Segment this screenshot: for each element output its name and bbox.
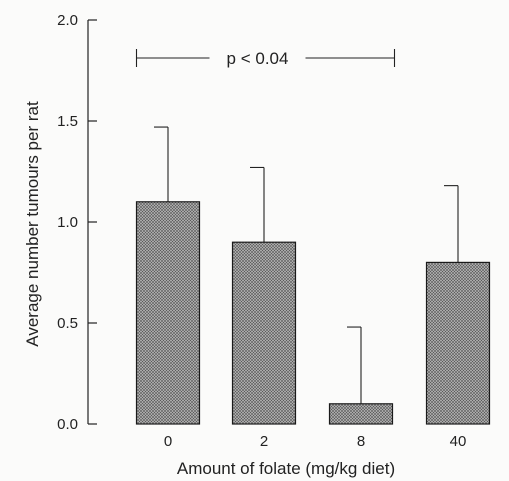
x-tick-label: 0 <box>164 433 172 450</box>
plot-area: 0.0 0.5 1.0 1.5 2.0 0 2 8 40 p < 0.04 <box>57 12 489 450</box>
y-tick-label: 1.5 <box>57 113 78 130</box>
x-tick-label: 2 <box>260 433 268 450</box>
bar-40 <box>427 262 490 424</box>
y-tick-label: 2.0 <box>57 12 78 29</box>
y-tick-label: 1.0 <box>57 214 78 231</box>
bar-8 <box>330 404 393 424</box>
x-axis-label: Amount of folate (mg/kg diet) <box>177 459 395 478</box>
bar-2 <box>233 242 296 424</box>
x-tick-label: 40 <box>450 433 467 450</box>
y-tick-label: 0.0 <box>57 416 78 433</box>
x-tick-label: 8 <box>357 433 365 450</box>
y-tick-label: 0.5 <box>57 315 78 332</box>
annotation-label: p < 0.04 <box>227 49 289 68</box>
y-axis-label: Average number tumours per rat <box>23 101 42 347</box>
bar-0 <box>137 202 200 424</box>
